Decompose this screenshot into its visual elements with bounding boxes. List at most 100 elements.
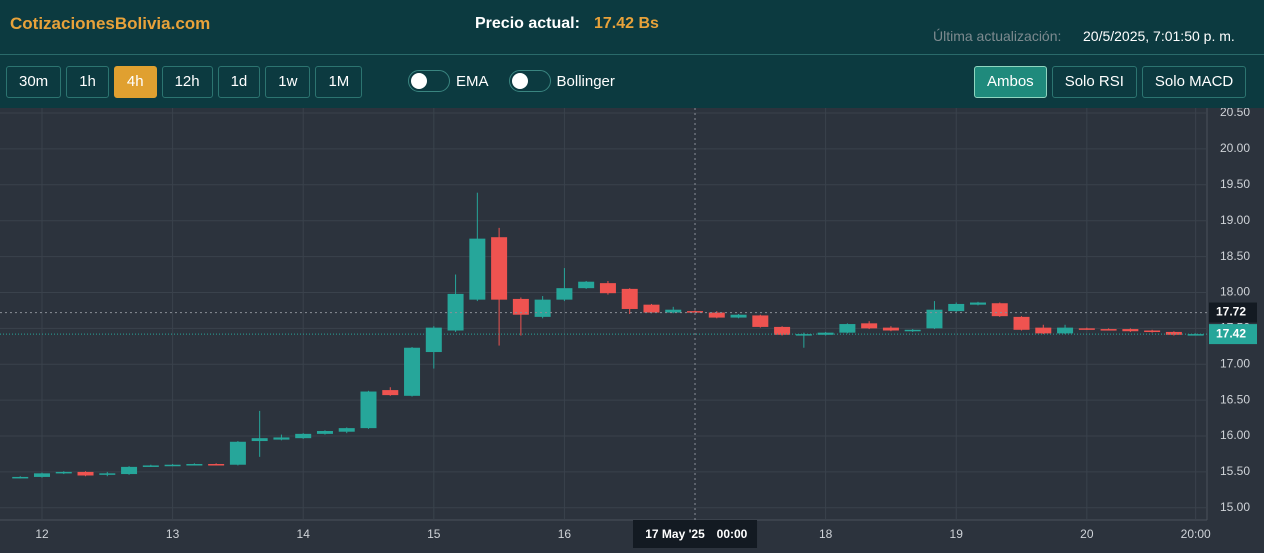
candle-body	[55, 471, 72, 474]
candle-body	[77, 471, 94, 476]
candle-body	[599, 283, 616, 294]
view-button[interactable]: Solo MACD	[1141, 66, 1247, 98]
y-tick-label: 18.00	[1220, 285, 1250, 299]
x-tick-label: 18	[819, 527, 833, 541]
candle-body	[839, 324, 856, 333]
toggle-label: EMA	[456, 72, 489, 90]
candle-body	[621, 288, 638, 309]
x-tick-label: 14	[297, 527, 311, 541]
chart: 15.0015.5016.0016.5017.0017.5018.0018.50…	[0, 108, 1264, 553]
toggle-group: EMA Bollinger	[408, 70, 635, 92]
y-tick-label: 16.50	[1220, 392, 1250, 406]
update-value: 20/5/2025, 7:01:50 p. m.	[1083, 28, 1235, 44]
interval-button[interactable]: 12h	[161, 66, 213, 98]
candle-body	[1144, 330, 1161, 333]
x-tick-label: 20	[1080, 527, 1094, 541]
candle-body	[469, 238, 486, 300]
candle-body	[273, 437, 290, 440]
candle-body	[1187, 334, 1204, 336]
toggle[interactable]: EMA	[408, 70, 489, 92]
view-button[interactable]: Ambos	[974, 66, 1047, 98]
toolbar: 30m 1h 4h 12h 1d 1w 1M EMA Bollinger Ambos Solo …	[0, 55, 1264, 108]
candle-body	[578, 281, 595, 289]
candle-body	[121, 466, 138, 475]
view-group: Ambos Solo RSI Solo MACD	[974, 66, 1251, 98]
candle-body	[861, 323, 878, 329]
candle-body	[1078, 328, 1095, 330]
candle-body	[316, 430, 333, 434]
candle-body	[969, 302, 986, 305]
interval-button[interactable]: 1h	[66, 66, 109, 98]
candle-body	[425, 327, 442, 353]
candle-body	[1165, 331, 1182, 335]
candle-body	[1013, 316, 1030, 330]
interval-group: 30m 1h 4h 12h 1d 1w 1M	[6, 66, 367, 98]
candle-body	[491, 237, 508, 300]
candle-body	[643, 304, 660, 313]
candle-body	[1057, 327, 1074, 334]
toggle-label: Bollinger	[556, 72, 615, 90]
candle-body	[1122, 329, 1139, 332]
candle-body	[382, 390, 399, 396]
interval-button[interactable]: 1d	[217, 66, 261, 98]
x-tick-label: 16	[558, 527, 572, 541]
candle-body	[730, 314, 747, 318]
y-tick-label: 16.00	[1220, 428, 1250, 442]
y-tick-label: 18.50	[1220, 249, 1250, 263]
candle-body	[687, 311, 704, 313]
interval-button[interactable]: 30m	[6, 66, 62, 98]
candle-body	[229, 441, 246, 465]
toggle[interactable]: Bollinger	[508, 70, 615, 92]
price-label: Precio actual:	[475, 15, 580, 32]
current-price-label: 17.42	[1216, 326, 1246, 340]
crosshair-x-time: 00:00	[717, 527, 748, 541]
candle-body	[991, 303, 1008, 317]
candle-body	[360, 391, 377, 429]
interval-button[interactable]: 1w	[265, 66, 311, 98]
candle-body	[164, 464, 181, 467]
candle-body	[142, 465, 159, 467]
candle-body	[665, 309, 682, 313]
candle-body	[186, 464, 203, 466]
candle-body	[1035, 327, 1052, 334]
candle-body	[1100, 329, 1117, 331]
brand[interactable]: CotizacionesBolivia.com	[10, 14, 211, 33]
y-tick-label: 20.00	[1220, 141, 1250, 155]
candle-body	[795, 334, 812, 336]
x-tick-label: 20:00	[1181, 527, 1211, 541]
crosshair-y-label: 17.72	[1216, 305, 1246, 319]
candle-body	[295, 433, 312, 439]
candle-body	[251, 438, 268, 442]
y-tick-label: 17.00	[1220, 356, 1250, 370]
y-tick-label: 20.50	[1220, 108, 1250, 119]
candle-body	[926, 309, 943, 329]
y-tick-label: 19.50	[1220, 177, 1250, 191]
crosshair-y-tag	[1209, 302, 1257, 323]
candle-body	[338, 428, 355, 432]
y-tick-label: 19.00	[1220, 213, 1250, 227]
toggle-switch[interactable]	[408, 70, 450, 92]
interval-button[interactable]: 4h	[113, 66, 157, 98]
candle-body	[33, 473, 50, 477]
update-label: Última actualización:	[933, 28, 1062, 44]
candle-body	[404, 347, 421, 396]
toggle-switch[interactable]	[508, 70, 551, 92]
crosshair-x-tag	[633, 520, 758, 548]
candle-body	[12, 476, 29, 479]
candle-body	[948, 303, 965, 312]
header: CotizacionesBolivia.com Precio actual: 1…	[0, 0, 1264, 55]
candle-body	[708, 312, 725, 318]
candle-body	[208, 464, 225, 466]
current-price-tag	[1209, 324, 1257, 345]
x-tick-label: 12	[35, 527, 49, 541]
y-tick-label: 15.00	[1220, 500, 1250, 514]
view-button[interactable]: Solo RSI	[1051, 66, 1137, 98]
price: 17.42 Bs	[594, 15, 659, 32]
candle-body	[556, 288, 573, 300]
interval-button[interactable]: 1M	[315, 66, 363, 98]
candle-body	[512, 298, 529, 315]
x-tick-label: 19	[950, 527, 964, 541]
candle-body	[774, 326, 791, 335]
y-tick-label: 15.50	[1220, 464, 1250, 478]
